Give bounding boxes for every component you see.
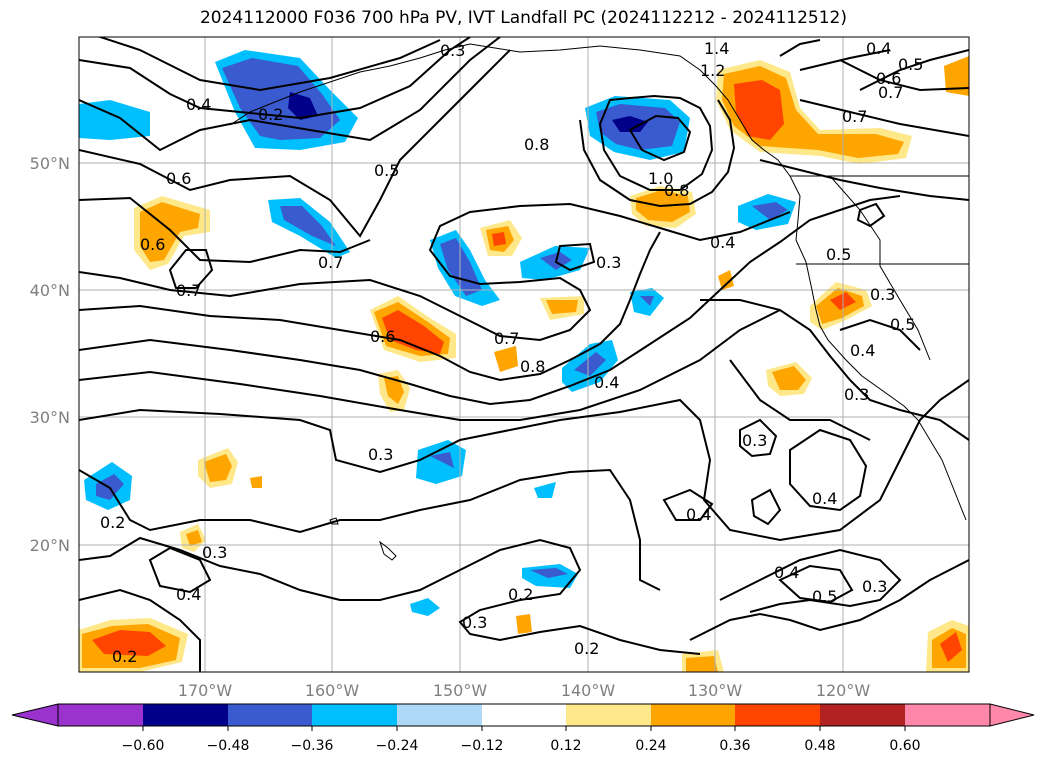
colorbar-extend-low — [11, 703, 59, 727]
contour-label: 0.4 — [866, 39, 891, 58]
lon-tick-labels: 170°W 160°W 150°W 140°W 130°W 120°W — [178, 681, 871, 700]
contour-label: 0.3 — [596, 253, 621, 272]
contour-label: 0.2 — [258, 105, 283, 124]
colorbar-bin — [735, 704, 820, 726]
lon-tick-label: 140°W — [561, 681, 616, 700]
contour-label: 0.3 — [870, 285, 895, 304]
colorbar-tick-label: 0.24 — [635, 738, 666, 754]
colorbar-tick-label: −0.36 — [291, 738, 334, 754]
contour-label: 0.7 — [176, 281, 201, 300]
colorbar-tick-label: −0.48 — [207, 738, 250, 754]
pv-contours — [79, 37, 969, 672]
lat-tick-labels: 50°N 40°N 30°N 20°N — [30, 154, 70, 555]
colorbar-tick-label: −0.12 — [461, 738, 504, 754]
contour-label: 0.2 — [508, 585, 533, 604]
contour-label: 0.7 — [494, 329, 519, 348]
gridlines — [79, 37, 969, 672]
colorbar-tick-label: −0.60 — [122, 738, 165, 754]
colorbar-bin — [905, 704, 990, 726]
contour-labels: 1.4 1.2 0.4 0.5 0.6 0.7 0.4 0.2 0.3 0.8 … — [100, 39, 923, 666]
contour-label: 0.5 — [890, 315, 915, 334]
lon-tick-label: 160°W — [305, 681, 360, 700]
contour-label: 0.4 — [176, 585, 201, 604]
colorbar-tick-label: −0.24 — [376, 738, 419, 754]
colorbar-bin — [58, 704, 143, 726]
colorbar-bin — [143, 704, 228, 726]
contour-label: 1.0 — [648, 169, 673, 188]
contour-label: 1.2 — [700, 61, 725, 80]
contour-label: 0.5 — [898, 55, 923, 74]
colorbar-bin — [482, 704, 566, 726]
lat-tick-label: 20°N — [30, 536, 70, 555]
contour-label: 0.3 — [368, 445, 393, 464]
colorbar: −0.60 −0.48 −0.36 −0.24 −0.12 0.12 0.24 … — [11, 703, 1035, 754]
contour-label: 0.2 — [112, 647, 137, 666]
colorbar-bin — [820, 704, 905, 726]
contour-label: 0.7 — [842, 107, 867, 126]
contour-label: 0.3 — [202, 543, 227, 562]
contour-label: 0.7 — [318, 253, 343, 272]
contour-label: 0.6 — [370, 327, 395, 346]
contour-label: 1.4 — [704, 39, 729, 58]
contour-label: 0.4 — [812, 489, 837, 508]
contour-label: 0.4 — [186, 95, 211, 114]
contour-label: 0.4 — [774, 563, 799, 582]
contour-label: 0.8 — [520, 357, 545, 376]
contour-label: 0.3 — [440, 41, 465, 60]
axes-frame — [78, 36, 970, 673]
colorbar-tick-label: 0.36 — [719, 738, 750, 754]
contour-label: 0.4 — [686, 505, 711, 524]
lat-tick-label: 50°N — [30, 154, 70, 173]
contour-label: 0.8 — [524, 135, 549, 154]
contour-label: 0.2 — [574, 639, 599, 658]
lon-tick-label: 170°W — [178, 681, 233, 700]
shaded-field — [79, 50, 969, 672]
contour-label: 0.5 — [374, 161, 399, 180]
colorbar-tick-label: 0.12 — [550, 738, 581, 754]
contour-label: 0.8 — [664, 181, 689, 200]
lat-tick-label: 40°N — [30, 281, 70, 300]
contour-label: 0.3 — [462, 613, 487, 632]
map-title: 2024112000 F036 700 hPa PV, IVT Landfall… — [199, 8, 847, 28]
contour-label: 0.5 — [812, 587, 837, 606]
contour-label: 0.5 — [826, 245, 851, 264]
contour-label: 0.3 — [844, 385, 869, 404]
colorbar-bin — [397, 704, 482, 726]
plot-area: 1.4 1.2 0.4 0.5 0.6 0.7 0.4 0.2 0.3 0.8 … — [79, 37, 969, 672]
contour-label: 0.6 — [166, 169, 191, 188]
contour-label: 0.4 — [594, 373, 619, 392]
contour-label: 0.2 — [100, 513, 125, 532]
contour-label: 0.7 — [878, 83, 903, 102]
lon-tick-label: 120°W — [816, 681, 871, 700]
contour-label: 0.3 — [742, 431, 767, 450]
contour-label: 0.3 — [862, 577, 887, 596]
colorbar-bin — [312, 704, 397, 726]
colorbar-bin — [228, 704, 312, 726]
lon-tick-label: 150°W — [433, 681, 488, 700]
contour-label: 0.4 — [710, 233, 735, 252]
coastline — [229, 43, 969, 561]
lat-tick-label: 30°N — [30, 408, 70, 427]
colorbar-tick-label: 0.60 — [889, 738, 920, 754]
contour-label: 0.4 — [850, 341, 875, 360]
contour-label: 0.6 — [876, 69, 901, 88]
colorbar-bin — [651, 704, 735, 726]
lon-tick-label: 130°W — [688, 681, 743, 700]
colorbar-bin — [566, 704, 651, 726]
colorbar-tick-label: 0.48 — [804, 738, 835, 754]
contour-label: 0.6 — [140, 235, 165, 254]
colorbar-extend-high — [989, 703, 1035, 727]
